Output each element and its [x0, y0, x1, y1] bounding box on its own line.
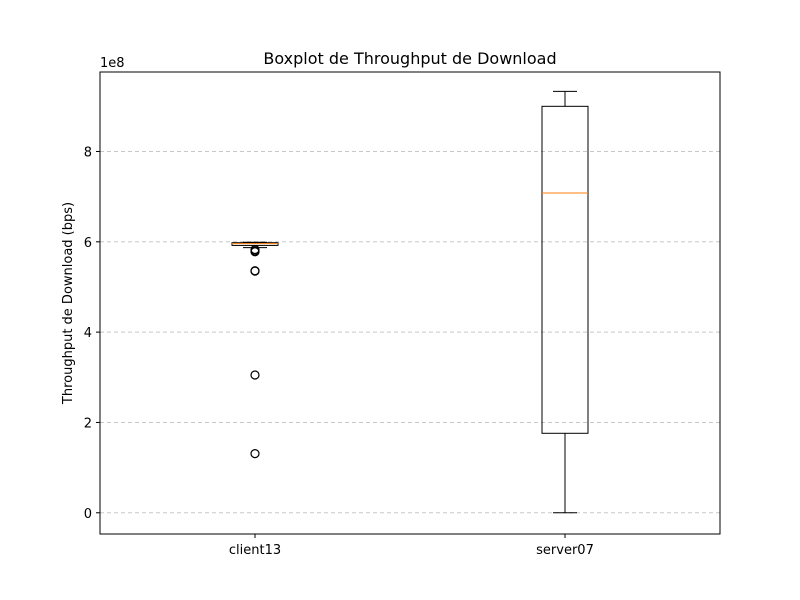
y-tick-label: 4: [84, 326, 92, 341]
chart-title: Boxplot de Throughput de Download: [263, 49, 556, 68]
y-tick-label: 0: [84, 507, 92, 522]
outlier-point: [250, 266, 260, 276]
y-tick-label: 8: [84, 145, 92, 160]
outlier-point: [250, 244, 260, 255]
outlier-point: [250, 370, 260, 380]
y-tick-label: 2: [84, 416, 92, 431]
iqr-box: [541, 105, 589, 434]
x-tick-label: client13: [229, 543, 281, 558]
x-tick-label: server07: [536, 543, 594, 558]
plot-frame: [99, 71, 721, 535]
box-client13: [231, 241, 279, 459]
outlier-point: [250, 449, 260, 459]
y-tick-label: 6: [84, 236, 92, 251]
y-offset-label: 1e8: [100, 56, 125, 71]
y-axis-label: Throughput de Download (bps): [61, 202, 76, 405]
box-server07: [541, 90, 589, 514]
grid-lines: [100, 150, 720, 514]
axis-ticks: 0 2 4 6 8 client13 server07: [84, 145, 594, 558]
boxes: [231, 90, 589, 514]
